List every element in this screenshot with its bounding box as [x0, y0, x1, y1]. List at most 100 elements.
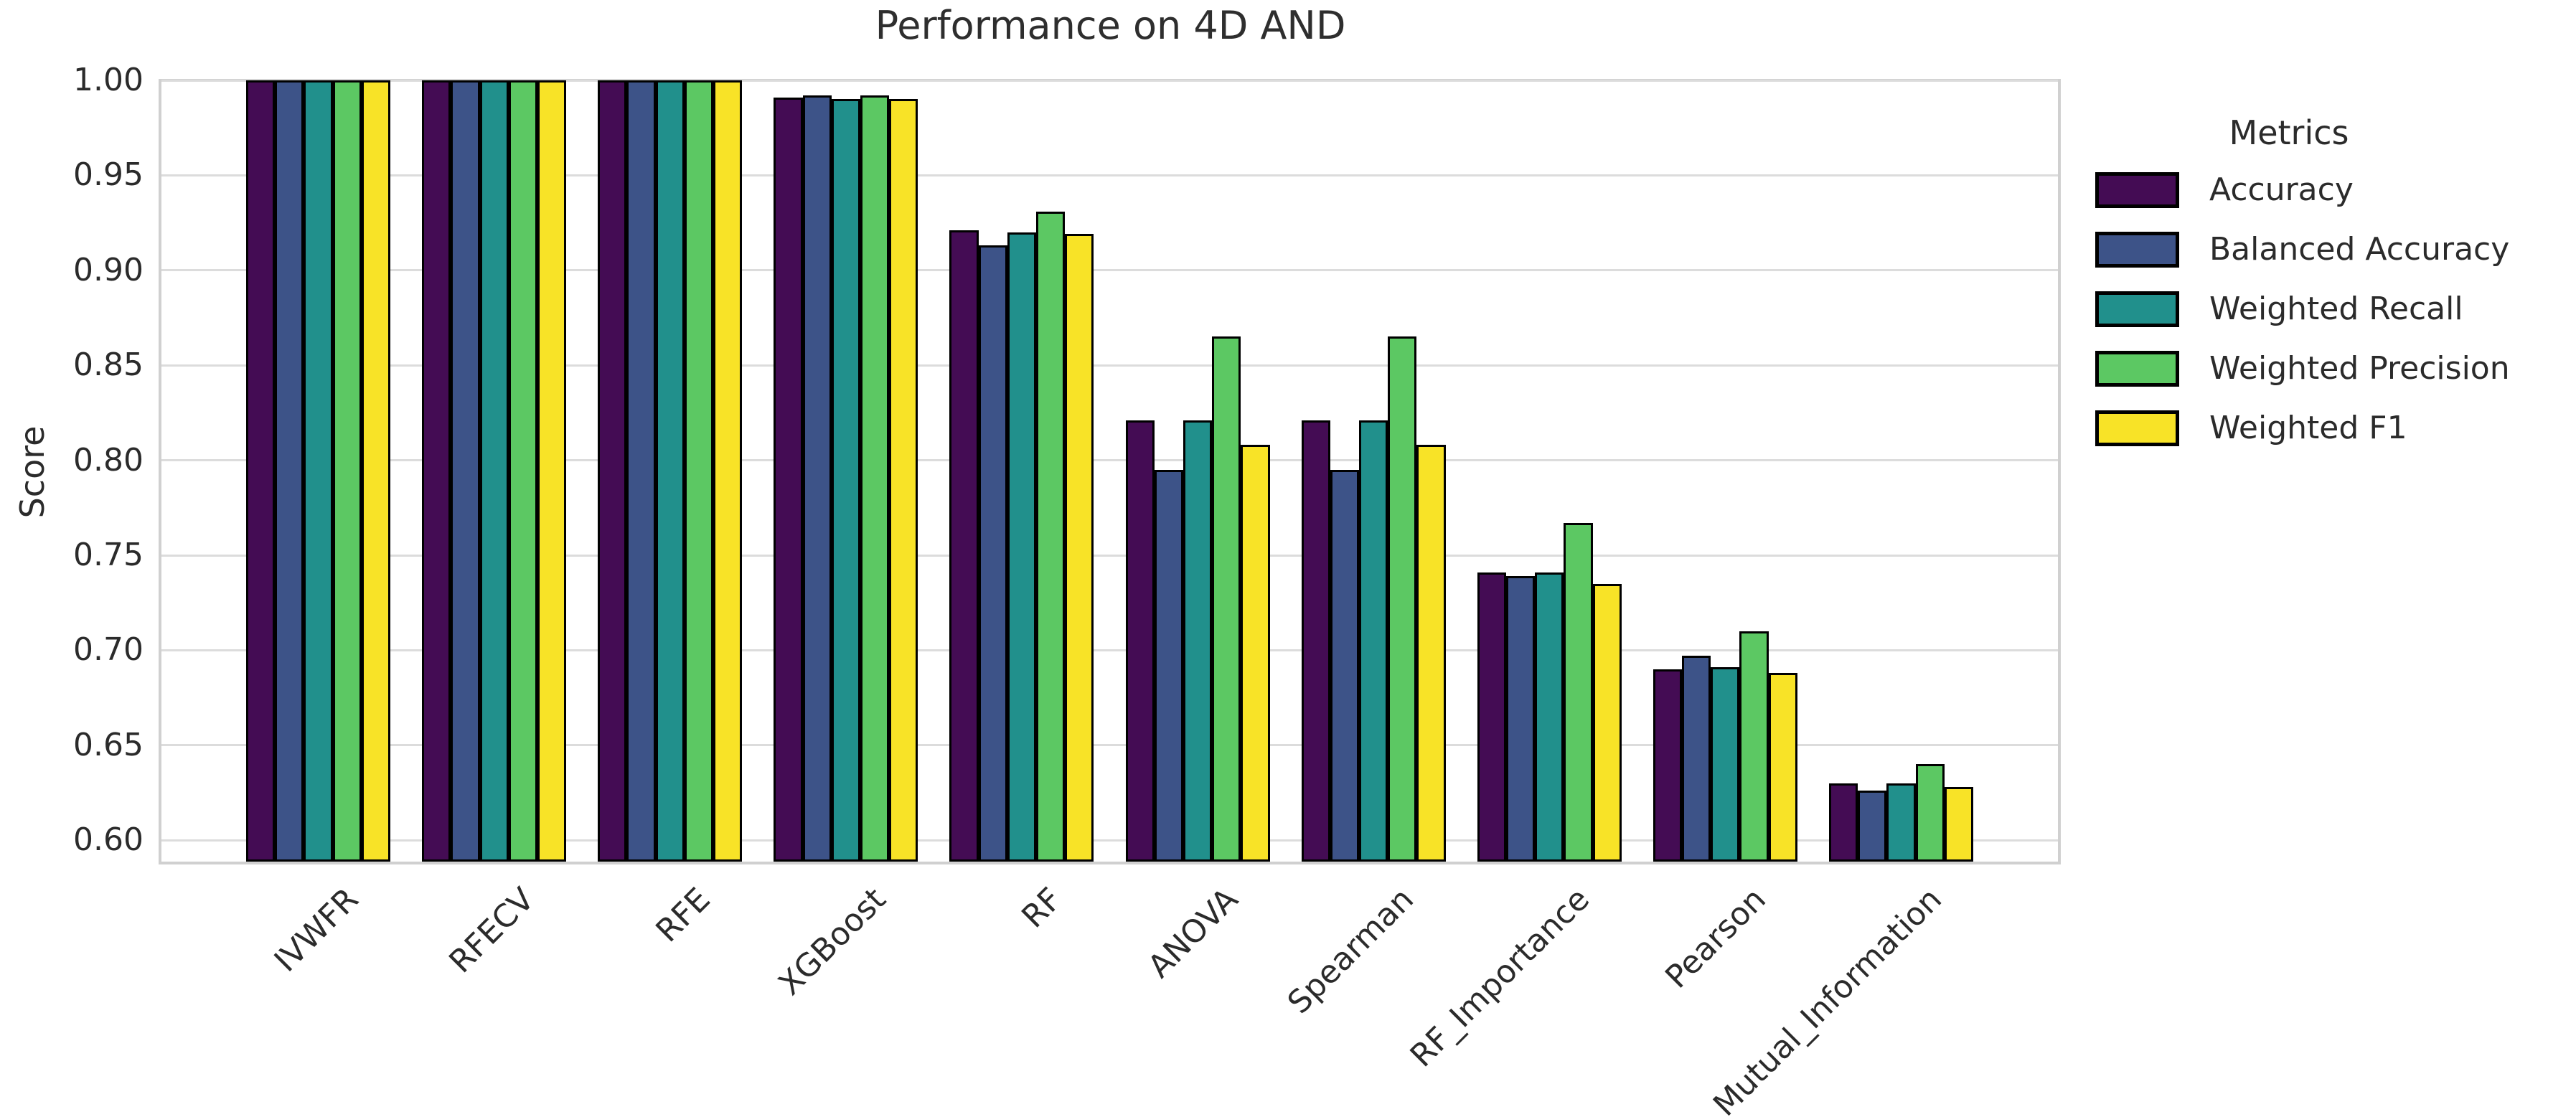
bar-ANOVA-Accuracy — [1125, 420, 1155, 862]
legend-swatch-balanced-accuracy — [2095, 232, 2179, 268]
bar-group-RF — [949, 80, 1094, 862]
bar-group-IVWFR — [246, 80, 391, 862]
bar-IVWFR-Weighted Precision — [332, 80, 362, 862]
bar-Pearson-Balanced Accuracy — [1682, 656, 1711, 862]
legend-swatch-weighted-f1 — [2095, 410, 2179, 446]
gridline — [161, 744, 2058, 747]
legend-item: Weighted F1 — [2095, 410, 2483, 446]
bar-RF-Weighted Precision — [1036, 212, 1066, 862]
bar-RF-Weighted Recall — [1007, 232, 1037, 862]
bar-XGBoost-Weighted Precision — [860, 95, 890, 862]
bar-group-XGBoost — [774, 80, 918, 862]
bar-RF_Importance-Weighted F1 — [1592, 584, 1622, 862]
bar-RF-Weighted F1 — [1065, 234, 1094, 862]
bar-RF_Importance-Weighted Precision — [1564, 523, 1593, 862]
legend-swatch-weighted-recall — [2095, 291, 2179, 327]
bar-Pearson-Weighted Precision — [1739, 631, 1769, 862]
ytick-label: 0.60 — [73, 821, 144, 859]
bar-RFECV-Balanced Accuracy — [451, 80, 480, 862]
bar-IVWFR-Balanced Accuracy — [275, 80, 304, 862]
gridline — [161, 554, 2058, 557]
bar-RFE-Balanced Accuracy — [626, 80, 656, 862]
bar-IVWFR-Accuracy — [246, 80, 276, 862]
ytick-label: 0.65 — [73, 726, 144, 763]
gridline — [161, 839, 2058, 842]
bar-RFECV-Weighted F1 — [537, 80, 567, 862]
xtick-label: Spearman — [1281, 881, 1421, 1022]
bar-Pearson-Weighted F1 — [1768, 673, 1797, 862]
bar-Spearman-Weighted F1 — [1416, 445, 1446, 862]
bar-ANOVA-Weighted Recall — [1183, 420, 1213, 862]
bar-group-RF_Importance — [1477, 80, 1622, 862]
bar-group-ANOVA — [1125, 80, 1270, 862]
ytick-label: 0.80 — [73, 441, 144, 479]
ytick-label: 0.70 — [73, 631, 144, 669]
legend-swatch-accuracy — [2095, 172, 2179, 208]
bar-RFE-Accuracy — [598, 80, 627, 862]
legend-item: Weighted Precision — [2095, 351, 2510, 387]
bar-ANOVA-Weighted F1 — [1241, 445, 1270, 862]
legend-label: Weighted Recall — [2209, 291, 2463, 327]
gridline — [161, 364, 2058, 367]
bar-Mutual_Information-Balanced Accuracy — [1858, 791, 1887, 862]
xtick-label: IVWFR — [267, 881, 366, 979]
bar-XGBoost-Balanced Accuracy — [802, 95, 832, 862]
legend-label: Weighted F1 — [2209, 410, 2407, 446]
bar-RFECV-Weighted Precision — [508, 80, 537, 862]
ytick-label: 0.75 — [73, 537, 144, 573]
bar-XGBoost-Weighted F1 — [889, 99, 918, 862]
ytick-label: 0.90 — [73, 251, 144, 288]
bar-group-RFECV — [422, 80, 567, 862]
legend-item: Balanced Accuracy — [2095, 232, 2509, 268]
bar-IVWFR-Weighted Recall — [304, 80, 333, 862]
bar-Mutual_Information-Accuracy — [1829, 783, 1858, 862]
bar-Pearson-Weighted Recall — [1711, 667, 1740, 862]
ytick-label: 0.95 — [73, 156, 144, 194]
gridline — [161, 79, 2058, 82]
bar-Spearman-Weighted Precision — [1388, 336, 1417, 862]
bar-Mutual_Information-Weighted Precision — [1915, 764, 1945, 862]
bar-Mutual_Information-Weighted Recall — [1886, 783, 1916, 862]
bar-Pearson-Accuracy — [1653, 669, 1683, 862]
ytick-label: 0.85 — [73, 347, 144, 384]
bar-Spearman-Accuracy — [1301, 420, 1330, 862]
legend-title: Metrics — [2229, 113, 2349, 152]
bar-RF_Importance-Weighted Recall — [1535, 572, 1564, 862]
bar-RFE-Weighted Precision — [684, 80, 714, 862]
bar-Spearman-Weighted Recall — [1359, 420, 1388, 862]
bar-XGBoost-Accuracy — [774, 98, 803, 862]
bar-RFECV-Weighted Recall — [479, 80, 509, 862]
bar-Mutual_Information-Weighted F1 — [1944, 787, 1974, 862]
bar-group-RFE — [598, 80, 743, 862]
legend: Metrics Accuracy Balanced Accuracy Weigh… — [2095, 113, 2510, 470]
bar-RFE-Weighted Recall — [655, 80, 685, 862]
xtick-label: RFE — [649, 881, 718, 950]
xtick-label: ANOVA — [1140, 881, 1246, 986]
xtick-label: RF — [1015, 881, 1070, 935]
bar-RF-Accuracy — [949, 230, 979, 862]
bar-RFE-Weighted F1 — [713, 80, 743, 862]
gridline — [161, 649, 2058, 651]
legend-label: Accuracy — [2209, 171, 2354, 208]
legend-label: Weighted Precision — [2209, 350, 2510, 387]
xtick-label: RFECV — [442, 881, 542, 981]
legend-swatch-weighted-precision — [2095, 351, 2179, 387]
gridline — [161, 269, 2058, 272]
bar-group-Mutual_Information — [1829, 80, 1974, 862]
bar-RF-Balanced Accuracy — [978, 245, 1007, 862]
legend-item: Weighted Recall — [2095, 291, 2483, 327]
gridline — [161, 459, 2058, 462]
ytick-label: 1.00 — [73, 62, 144, 98]
legend-label: Balanced Accuracy — [2209, 231, 2510, 268]
bar-RFECV-Accuracy — [422, 80, 451, 862]
gridline — [161, 174, 2058, 176]
bar-XGBoost-Weighted Recall — [831, 99, 860, 862]
bar-RF_Importance-Balanced Accuracy — [1505, 576, 1536, 862]
chart-title: Performance on 4D AND — [875, 3, 1346, 48]
bar-group-Spearman — [1301, 80, 1446, 862]
bar-ANOVA-Weighted Precision — [1212, 336, 1241, 862]
bar-RF_Importance-Accuracy — [1477, 572, 1506, 862]
bar-ANOVA-Balanced Accuracy — [1154, 470, 1183, 862]
bar-Spearman-Balanced Accuracy — [1330, 470, 1360, 862]
